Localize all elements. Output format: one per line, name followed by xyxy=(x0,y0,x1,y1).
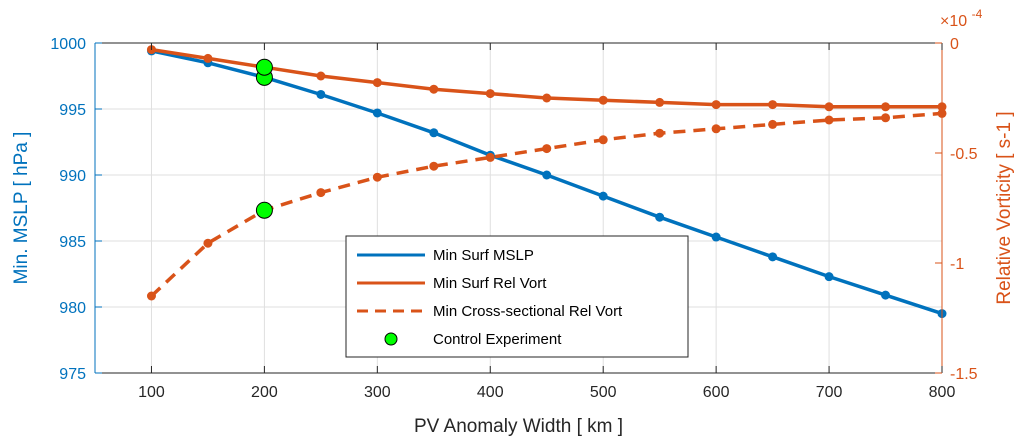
data-point-cross-vort xyxy=(542,144,552,154)
data-point-cross-vort xyxy=(881,113,891,123)
data-point-mslp xyxy=(768,252,778,262)
data-point-cross-vort xyxy=(711,124,721,134)
right-axis-exponent-power: -4 xyxy=(972,7,983,21)
legend: Min Surf MSLP Min Surf Rel Vort Min Cros… xyxy=(345,235,689,358)
legend-entry-control: Control Experiment xyxy=(433,331,562,348)
data-point-surf-vort xyxy=(881,102,891,112)
data-point-mslp xyxy=(598,191,608,201)
x-axis-label: PV Anomaly Width [ km ] xyxy=(414,416,623,437)
data-point-cross-vort xyxy=(598,135,608,145)
data-point-cross-vort xyxy=(372,172,382,182)
data-point-surf-vort xyxy=(768,100,778,110)
right-axis-exponent: ×10 -4 xyxy=(940,7,983,30)
data-point-surf-vort xyxy=(542,93,552,103)
data-point-surf-vort xyxy=(372,78,382,88)
data-point-surf-vort xyxy=(711,100,721,110)
x-tick-label: 700 xyxy=(816,384,843,401)
data-point-cross-vort xyxy=(203,238,213,248)
x-tick-label: 200 xyxy=(251,384,278,401)
y-left-tick-label: 1000 xyxy=(50,36,86,53)
data-point-surf-vort xyxy=(316,71,326,81)
series-layer xyxy=(146,45,947,319)
x-tick-label: 600 xyxy=(703,384,730,401)
right-axis-exponent-base: ×10 xyxy=(940,13,967,30)
legend-entry-cross-vort: Min Cross-sectional Rel Vort xyxy=(433,303,623,320)
data-point-cross-vort xyxy=(429,161,439,171)
data-point-mslp xyxy=(316,89,326,99)
y-left-tick-label: 990 xyxy=(59,168,86,185)
data-point-cross-vort xyxy=(655,128,665,138)
data-point-cross-vort xyxy=(485,152,495,162)
y-axis-right-label: Relative Vorticity [ s-1 ] xyxy=(994,111,1015,304)
data-point-mslp xyxy=(372,108,382,118)
y-left-tick-label: 980 xyxy=(59,300,86,317)
y-left-tick-label: 995 xyxy=(59,102,86,119)
data-point-cross-vort xyxy=(768,119,778,129)
control-experiment-marker xyxy=(255,201,273,219)
legend-entry-surf-vort: Min Surf Rel Vort xyxy=(433,275,547,292)
data-point-mslp xyxy=(824,272,834,282)
data-point-surf-vort xyxy=(655,97,665,107)
x-tick-label: 400 xyxy=(477,384,504,401)
y-right-tick-label: -1 xyxy=(950,256,964,273)
data-point-cross-vort xyxy=(146,291,156,301)
data-point-surf-vort xyxy=(485,89,495,99)
data-point-mslp xyxy=(881,290,891,300)
data-point-mslp xyxy=(711,232,721,242)
y-right-tick-label: -1.5 xyxy=(950,366,978,383)
series-line-cross-vort xyxy=(150,111,943,298)
data-point-surf-vort xyxy=(598,95,608,105)
legend-marker-control xyxy=(384,332,398,346)
x-tick-label: 500 xyxy=(590,384,617,401)
y-axis-left-label: Min. MSLP [ hPa ] xyxy=(11,132,32,285)
control-experiment-marker xyxy=(255,58,273,76)
data-point-mslp xyxy=(542,170,552,180)
y-left-tick-label: 975 xyxy=(59,366,86,383)
legend-entry-mslp: Min Surf MSLP xyxy=(433,247,534,264)
y-left-tick-label: 985 xyxy=(59,234,86,251)
y-right-tick-label: -0.5 xyxy=(950,146,978,163)
data-point-surf-vort xyxy=(824,102,834,112)
data-point-surf-vort xyxy=(429,84,439,94)
axes-layer: 100 200 300 400 500 600 700 800 975 980 985 990 995 1… xyxy=(50,36,977,401)
data-point-cross-vort xyxy=(316,188,326,198)
y-right-tick-label: 0 xyxy=(950,36,959,53)
data-point-mslp xyxy=(429,128,439,138)
x-tick-label: 300 xyxy=(364,384,391,401)
data-point-surf-vort xyxy=(203,53,213,63)
x-tick-label: 100 xyxy=(138,384,165,401)
data-point-cross-vort xyxy=(824,115,834,125)
data-point-mslp xyxy=(655,212,665,222)
x-tick-label: 800 xyxy=(929,384,956,401)
